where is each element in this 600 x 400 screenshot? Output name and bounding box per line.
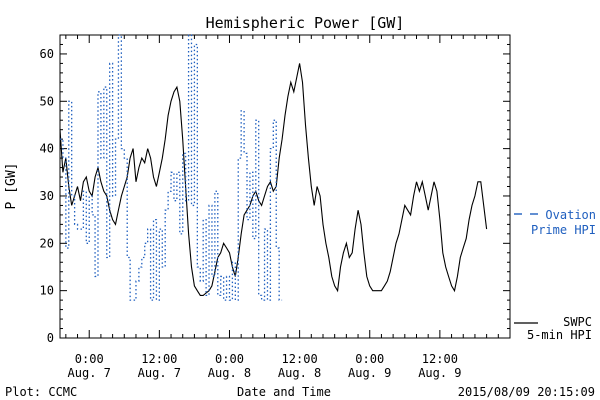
x-tick-label-time: 12:00 [282,352,318,366]
x-tick-label-time: 0:00 [75,352,104,366]
y-tick-label: 50 [40,94,54,108]
y-tick-label: 20 [40,236,54,250]
legend-label-ovation-2: Prime HPI [531,223,596,237]
x-tick-label-date: Aug. 8 [278,366,321,380]
x-axis-label: Date and Time [237,385,331,399]
x-tick-label-time: 12:00 [422,352,458,366]
chart-title: Hemispheric Power [GW] [206,14,405,32]
y-tick-label: 30 [40,189,54,203]
series-line-swpc [59,63,488,296]
y-axis-label: P [GW] [4,163,19,210]
x-tick-label-time: 0:00 [215,352,244,366]
x-tick-label-date: Aug. 9 [418,366,461,380]
y-tick-label: 0 [47,331,54,345]
y-tick-label: 10 [40,284,54,298]
series-line-ovation [60,34,283,301]
plot-credit: Plot: CCMC [5,385,77,399]
legend-label-swpc: SWPC [563,315,592,329]
x-tick-label-time: 12:00 [141,352,177,366]
legend-label-ovation: Ovation [545,208,596,222]
x-tick-label-date: Aug. 8 [208,366,251,380]
plot-timestamp: 2015/08/09 20:15:09 [458,385,595,399]
y-tick-label: 40 [40,142,54,156]
x-tick-label-date: Aug. 7 [68,366,111,380]
plot-frame [59,34,511,339]
x-tick-label-date: Aug. 7 [138,366,181,380]
legend-label-swpc-2: 5-min HPI [527,328,592,342]
x-tick-label-date: Aug. 9 [348,366,391,380]
x-tick-label-time: 0:00 [355,352,384,366]
y-tick-label: 60 [40,47,54,61]
